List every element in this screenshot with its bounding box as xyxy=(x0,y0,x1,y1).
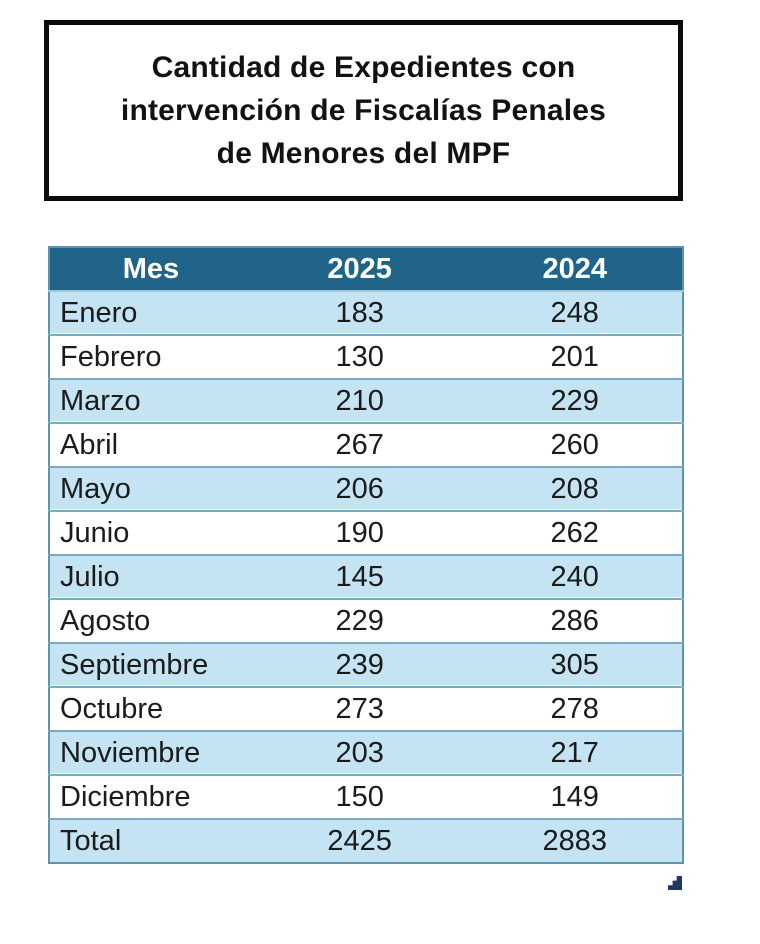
table-row: Noviembre 203 217 xyxy=(49,731,683,776)
value-2024-cell: 208 xyxy=(467,467,683,512)
value-2024-cell: 248 xyxy=(467,291,683,336)
table-row: Septiembre 239 305 xyxy=(49,643,683,688)
table-row: Febrero 130 201 xyxy=(49,335,683,380)
month-cell: Febrero xyxy=(49,335,252,380)
table-row: Mayo 206 208 xyxy=(49,467,683,512)
table-row: Octubre 273 278 xyxy=(49,687,683,732)
value-2024-cell: 149 xyxy=(467,775,683,820)
table-row: Julio 145 240 xyxy=(49,555,683,600)
month-cell: Julio xyxy=(49,555,252,600)
table-row: Abril 267 260 xyxy=(49,423,683,468)
value-2025-cell: 267 xyxy=(251,423,468,468)
month-cell: Abril xyxy=(49,423,252,468)
table-resize-handle-icon[interactable] xyxy=(668,876,682,890)
month-cell: Marzo xyxy=(49,379,252,424)
title-line-2: intervención de Fiscalías Penales xyxy=(120,94,607,127)
column-header-mes: Mes xyxy=(49,247,252,292)
total-2024-cell: 2883 xyxy=(467,819,683,863)
value-2024-cell: 278 xyxy=(467,687,683,732)
month-cell: Septiembre xyxy=(49,643,252,688)
title-line-3: de Menores del MPF xyxy=(216,137,511,170)
title-line-1: Cantidad de Expedientes con xyxy=(151,51,576,84)
value-2024-cell: 305 xyxy=(467,643,683,688)
month-cell: Enero xyxy=(49,291,252,336)
month-cell: Diciembre xyxy=(49,775,252,820)
column-header-2025: 2025 xyxy=(251,247,468,292)
month-cell: Octubre xyxy=(49,687,252,732)
month-cell: Mayo xyxy=(49,467,252,512)
table-row: Enero 183 248 xyxy=(49,291,683,336)
table-row: Agosto 229 286 xyxy=(49,599,683,644)
value-2024-cell: 262 xyxy=(467,511,683,556)
value-2024-cell: 260 xyxy=(467,423,683,468)
value-2025-cell: 210 xyxy=(251,379,468,424)
value-2025-cell: 203 xyxy=(251,731,468,776)
value-2024-cell: 229 xyxy=(467,379,683,424)
value-2025-cell: 190 xyxy=(251,511,468,556)
total-label-cell: Total xyxy=(49,819,252,863)
header-row: Mes 2025 2024 xyxy=(49,247,683,292)
value-2024-cell: 240 xyxy=(467,555,683,600)
value-2025-cell: 130 xyxy=(251,335,468,380)
column-header-2024: 2024 xyxy=(467,247,683,292)
table-row: Marzo 210 229 xyxy=(49,379,683,424)
value-2025-cell: 183 xyxy=(251,291,468,336)
value-2025-cell: 229 xyxy=(251,599,468,644)
total-2025-cell: 2425 xyxy=(251,819,468,863)
value-2025-cell: 145 xyxy=(251,555,468,600)
value-2024-cell: 217 xyxy=(467,731,683,776)
page-title: Cantidad de Expedientes con intervención… xyxy=(121,46,606,175)
value-2024-cell: 201 xyxy=(467,335,683,380)
table-row: Junio 190 262 xyxy=(49,511,683,556)
month-cell: Junio xyxy=(49,511,252,556)
title-box: Cantidad de Expedientes con intervención… xyxy=(44,20,683,201)
value-2025-cell: 239 xyxy=(251,643,468,688)
expedientes-table: Mes 2025 2024 Enero 183 248 Febrero 130 … xyxy=(48,246,684,864)
value-2024-cell: 286 xyxy=(467,599,683,644)
table-row-total: Total 2425 2883 xyxy=(49,819,683,863)
value-2025-cell: 206 xyxy=(251,467,468,512)
month-cell: Agosto xyxy=(49,599,252,644)
month-cell: Noviembre xyxy=(49,731,252,776)
value-2025-cell: 273 xyxy=(251,687,468,732)
table-row: Diciembre 150 149 xyxy=(49,775,683,820)
value-2025-cell: 150 xyxy=(251,775,468,820)
